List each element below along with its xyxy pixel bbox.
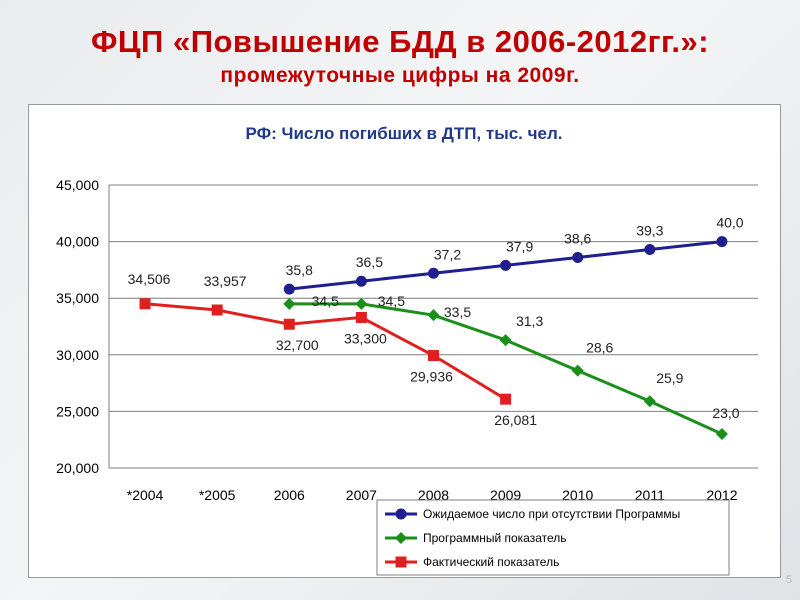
data-point <box>572 251 584 263</box>
data-point <box>644 244 656 256</box>
data-label: 40,0 <box>716 215 743 231</box>
y-tick-label: 35,000 <box>56 290 99 306</box>
data-point <box>428 267 439 279</box>
y-tick-label: 45,000 <box>56 177 99 193</box>
x-tick-label: 2008 <box>418 487 449 503</box>
data-point <box>395 556 407 568</box>
chart-panel: РФ: Число погибших в ДТП, тыс. чел. 20,00… <box>28 104 781 578</box>
data-label: 33,957 <box>204 273 247 289</box>
data-point <box>211 304 223 316</box>
slide-subtitle: промежуточные цифры на 2009г. <box>220 64 580 87</box>
data-point <box>355 275 367 287</box>
legend-box <box>376 499 730 576</box>
data-label: 23,0 <box>712 405 739 421</box>
data-point <box>500 259 512 271</box>
data-label: 37,9 <box>506 238 533 254</box>
series-line-3 <box>144 302 507 401</box>
data-point <box>427 309 440 322</box>
data-point <box>499 334 512 347</box>
data-label: 34,5 <box>312 293 339 309</box>
data-label: 38,6 <box>564 230 591 246</box>
data-label: 33,300 <box>344 330 387 346</box>
x-tick-label: 2009 <box>490 487 521 503</box>
data-point <box>643 395 656 408</box>
data-point <box>355 311 367 323</box>
data-point <box>715 428 728 441</box>
x-tick-label: 2010 <box>562 487 593 503</box>
data-label: 33,5 <box>444 304 471 320</box>
data-point <box>283 318 295 330</box>
data-label: 37,2 <box>434 246 461 262</box>
data-label: 36,5 <box>356 254 383 270</box>
data-label: 34,506 <box>128 271 171 287</box>
data-point <box>395 508 407 520</box>
data-point <box>355 297 368 310</box>
data-label: 35,8 <box>286 262 313 278</box>
data-label: 32,700 <box>276 337 319 353</box>
x-tick-label: *2005 <box>199 487 236 503</box>
data-point <box>139 298 151 310</box>
legend-label: Ожидаемое число при отсутствии Программы <box>423 507 680 521</box>
data-point <box>716 236 728 248</box>
data-point <box>283 297 296 310</box>
data-label: 39,3 <box>636 223 663 239</box>
data-point <box>571 364 584 377</box>
y-tick-label: 20,000 <box>56 460 99 476</box>
x-tick-label: 2006 <box>274 487 305 503</box>
data-label: 25,9 <box>656 370 683 386</box>
data-label: 34,5 <box>378 293 405 309</box>
x-tick-label: 2007 <box>346 487 377 503</box>
y-tick-label: 25,000 <box>56 403 99 419</box>
data-point <box>428 350 439 362</box>
data-label: 28,6 <box>586 340 613 356</box>
x-tick-label: 2011 <box>635 487 665 503</box>
y-tick-label: 30,000 <box>56 347 99 363</box>
chart-title: РФ: Число погибших в ДТП, тыс. чел. <box>246 124 563 143</box>
data-label: 26,081 <box>494 412 537 428</box>
y-tick-label: 40,000 <box>56 234 99 250</box>
data-label: 31,3 <box>516 313 543 329</box>
page-number: 5 <box>785 574 792 586</box>
data-point <box>500 393 512 405</box>
x-tick-label: *2004 <box>127 487 164 503</box>
data-label: 29,936 <box>410 369 453 385</box>
x-tick-label: 2012 <box>706 487 737 503</box>
data-point <box>283 283 295 295</box>
legend-label: Программный показатель <box>423 531 567 545</box>
line-chart: РФ: Число погибших в ДТП, тыс. чел. 20,00… <box>56 124 758 576</box>
slide-title: ФЦП «Повышение БДД в 2006-2012гг.»: <box>90 24 710 59</box>
legend-label: Фактический показатель <box>423 555 559 569</box>
data-point <box>395 532 407 544</box>
